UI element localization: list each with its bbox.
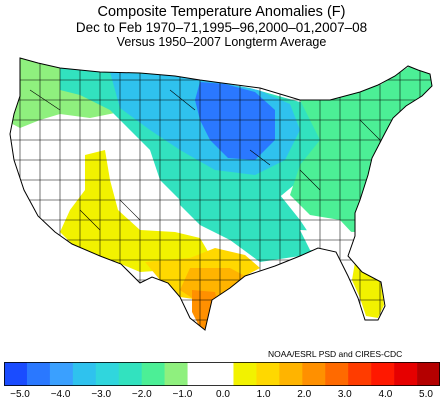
region-southeast-neutral — [300, 230, 360, 265]
legend-tick-label: 4.0 — [378, 389, 393, 400]
legend-tick-label: −5.0 — [10, 389, 30, 400]
legend-tick-label: −4.0 — [50, 389, 71, 400]
region-southwest-yellow — [60, 150, 210, 272]
legend-swatch — [302, 362, 326, 386]
legend-tick-label: 1.0 — [256, 389, 271, 400]
legend-swatch — [371, 362, 395, 386]
legend-swatch — [164, 362, 188, 386]
legend-swatch — [256, 362, 280, 386]
legend-swatch — [233, 362, 257, 386]
legend-tick-label: 5.0 — [419, 389, 433, 400]
map-title-block: Composite Temperature Anomalies (F) Dec … — [0, 4, 443, 50]
legend-swatch — [279, 362, 303, 386]
legend-swatch — [95, 362, 120, 386]
legend-swatch — [49, 362, 74, 386]
legend-swatch — [72, 362, 97, 386]
legend-swatch — [325, 362, 349, 386]
legend-tick-label: 2.0 — [297, 389, 312, 400]
region-south-texas-dark-orange — [192, 290, 218, 330]
color-legend — [4, 362, 440, 386]
title-line-1: Composite Temperature Anomalies (F) — [97, 4, 346, 20]
title-line-3: Versus 1950–2007 Longterm Average — [116, 35, 327, 49]
legend-tick-label: 0.0 — [216, 389, 230, 400]
legend-tick-label: 3.0 — [337, 389, 352, 400]
legend-frame — [4, 362, 440, 386]
legend-swatch — [394, 362, 418, 386]
legend-tick-label: −2.0 — [131, 389, 152, 400]
legend-swatch — [26, 362, 51, 386]
legend-swatch — [187, 362, 211, 386]
legend-swatch — [4, 362, 28, 386]
legend-tick-label: −3.0 — [91, 389, 112, 400]
region-core-cold — [195, 82, 275, 160]
legend-swatch — [210, 362, 234, 386]
legend-swatch — [348, 362, 372, 386]
title-line-2: Dec to Feb 1970–71,1995–96,2000–01,2007–… — [75, 20, 368, 35]
legend-swatch — [417, 362, 440, 386]
data-credit: NOAA/ESRL PSD and CIRES-CDC — [268, 349, 403, 359]
us-climate-division-map — [9, 57, 433, 331]
legend-swatch — [118, 362, 142, 386]
region-florida-yellow — [352, 262, 384, 318]
region-central-green — [175, 165, 320, 262]
legend-swatch — [141, 362, 165, 386]
legend-tick-label: −1.0 — [172, 389, 193, 400]
